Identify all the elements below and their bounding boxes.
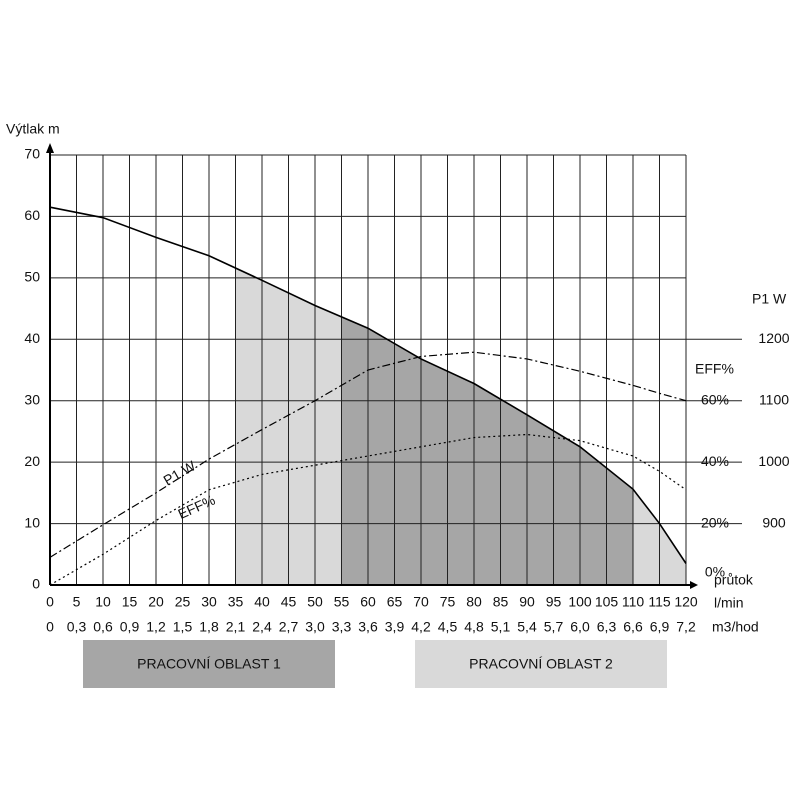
x-tick-label: 115 (648, 594, 671, 610)
x-axis-arrow (690, 581, 698, 589)
series-annotation: EFF% (175, 492, 217, 522)
x2-tick-label: 7,2 (676, 619, 696, 635)
x2-tick-label: 4,2 (411, 619, 431, 635)
y3-tick-label: 0% (705, 564, 725, 580)
y-tick-label: 20 (24, 453, 40, 469)
x-tick-label: 85 (493, 594, 509, 610)
x2-tick-label: 3,9 (385, 619, 405, 635)
x-tick-label: 45 (281, 594, 297, 610)
series-line (49, 433, 687, 586)
x2-tick-label: 6,6 (623, 619, 643, 635)
x-tick-label: 65 (387, 594, 403, 610)
x-tick-label: 25 (175, 594, 191, 610)
y-tick-label: 60 (24, 207, 40, 223)
x-axis-unit: l/min (714, 595, 744, 611)
y-axis-label: Výtlak m (6, 121, 60, 137)
x2-tick-label: 1,2 (146, 619, 166, 635)
x-tick-label: 90 (519, 594, 535, 610)
y-axis-arrow (46, 143, 54, 153)
x-axis-label: průtok (714, 572, 754, 588)
y-tick-label: 0 (32, 576, 40, 592)
zone-box (83, 640, 335, 688)
x-tick-label: 35 (228, 594, 244, 610)
y2-axis-label: P1 W (752, 291, 787, 307)
x2-tick-label: 1,8 (199, 619, 219, 635)
x2-tick-label: 2,4 (252, 619, 272, 635)
x2-tick-label: 6,9 (650, 619, 670, 635)
x2-tick-label: 3,3 (332, 619, 352, 635)
x-tick-label: 10 (95, 594, 111, 610)
y-tick-label: 30 (24, 391, 40, 407)
x2-tick-label: 3,6 (358, 619, 378, 635)
x-tick-label: 30 (201, 594, 217, 610)
y3-axis-label: EFF% (695, 361, 734, 377)
x2-tick-label: 5,4 (517, 619, 537, 635)
x-tick-label: 15 (122, 594, 138, 610)
x2-tick-label: 5,7 (544, 619, 564, 635)
x-tick-label: 50 (307, 594, 323, 610)
y2-tick-label: 900 (762, 514, 786, 530)
x2-tick-label: 2,1 (226, 619, 246, 635)
x-tick-label: 40 (254, 594, 270, 610)
x-tick-label: 100 (568, 594, 592, 610)
series-line (49, 206, 687, 564)
y-tick-label: 50 (24, 269, 40, 285)
x2-tick-label: 4,5 (438, 619, 458, 635)
y3-tick-label: 20% (701, 514, 729, 530)
x2-axis-unit: m3/hod (712, 619, 759, 635)
x2-tick-label: 0,6 (93, 619, 113, 635)
x-tick-label: 20 (148, 594, 164, 610)
zone-label: PRACOVNÍ OBLAST 1 (137, 656, 281, 672)
x-tick-label: 0 (46, 594, 54, 610)
y3-tick-label: 40% (701, 453, 729, 469)
x2-tick-label: 0,3 (67, 619, 87, 635)
x-tick-label: 105 (595, 594, 619, 610)
x2-tick-label: 5,1 (491, 619, 511, 635)
x-tick-label: 75 (440, 594, 456, 610)
zone-label: PRACOVNÍ OBLAST 2 (469, 656, 613, 672)
x2-tick-label: 0,9 (120, 619, 140, 635)
y3-tick-label: 60% (701, 391, 729, 407)
x-tick-label: 80 (466, 594, 482, 610)
zone-area (341, 316, 633, 585)
series-line (49, 351, 687, 558)
x-tick-label: 110 (622, 594, 645, 610)
zone-box (415, 640, 667, 688)
y2-tick-label: 1000 (758, 453, 789, 469)
x2-tick-label: 2,7 (279, 619, 299, 635)
x2-tick-label: 6,3 (597, 619, 617, 635)
x2-tick-label: 0 (46, 619, 54, 635)
x2-tick-label: 4,8 (464, 619, 484, 635)
x-tick-label: 70 (413, 594, 429, 610)
y2-tick-label: 1200 (758, 330, 789, 346)
x2-tick-label: 3,0 (305, 619, 325, 635)
x2-tick-label: 1,5 (173, 619, 193, 635)
y-tick-label: 10 (24, 514, 40, 530)
y-tick-label: 70 (24, 146, 40, 162)
x-tick-label: 95 (546, 594, 562, 610)
x-tick-label: 5 (73, 594, 81, 610)
x-tick-label: 120 (674, 594, 698, 610)
x2-tick-label: 6,0 (570, 619, 590, 635)
y2-tick-label: 1100 (759, 391, 789, 407)
x-tick-label: 55 (334, 594, 350, 610)
y-tick-label: 40 (24, 330, 40, 346)
x-tick-label: 60 (360, 594, 376, 610)
